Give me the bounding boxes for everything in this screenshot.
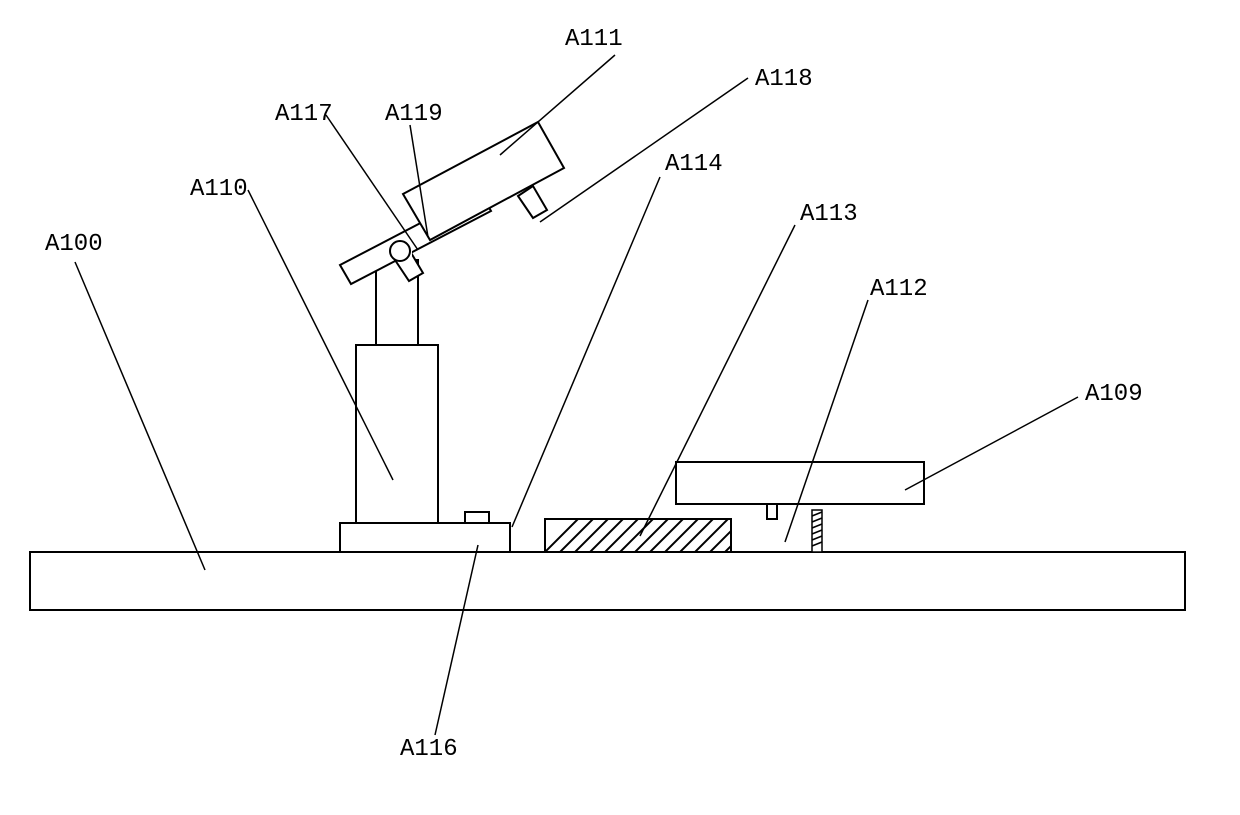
tower-lower bbox=[356, 345, 438, 523]
tilted-assembly bbox=[340, 122, 564, 284]
diagram-canvas: A111 A118 A117 A119 A114 A110 A100 A113 … bbox=[0, 0, 1240, 815]
label-A118: A118 bbox=[755, 66, 813, 93]
label-A110: A110 bbox=[190, 176, 248, 203]
base-plate bbox=[30, 552, 1185, 610]
label-A112: A112 bbox=[870, 276, 928, 303]
tray bbox=[676, 462, 924, 519]
labels: A111 A118 A117 A119 A114 A110 A100 A113 … bbox=[45, 26, 1143, 763]
label-A119: A119 bbox=[385, 101, 443, 128]
screw bbox=[812, 510, 822, 552]
label-A100: A100 bbox=[45, 231, 103, 258]
leaders bbox=[75, 55, 1078, 735]
stub bbox=[465, 512, 489, 523]
tilt-cap bbox=[403, 122, 564, 240]
label-A109: A109 bbox=[1085, 381, 1143, 408]
label-A111: A111 bbox=[565, 26, 623, 53]
label-A113: A113 bbox=[800, 201, 858, 228]
label-A117: A117 bbox=[275, 101, 333, 128]
label-A116: A116 bbox=[400, 736, 458, 763]
hatched-block bbox=[540, 517, 760, 557]
pedestal-block bbox=[340, 523, 510, 552]
label-A114: A114 bbox=[665, 151, 723, 178]
pivot bbox=[388, 241, 412, 261]
